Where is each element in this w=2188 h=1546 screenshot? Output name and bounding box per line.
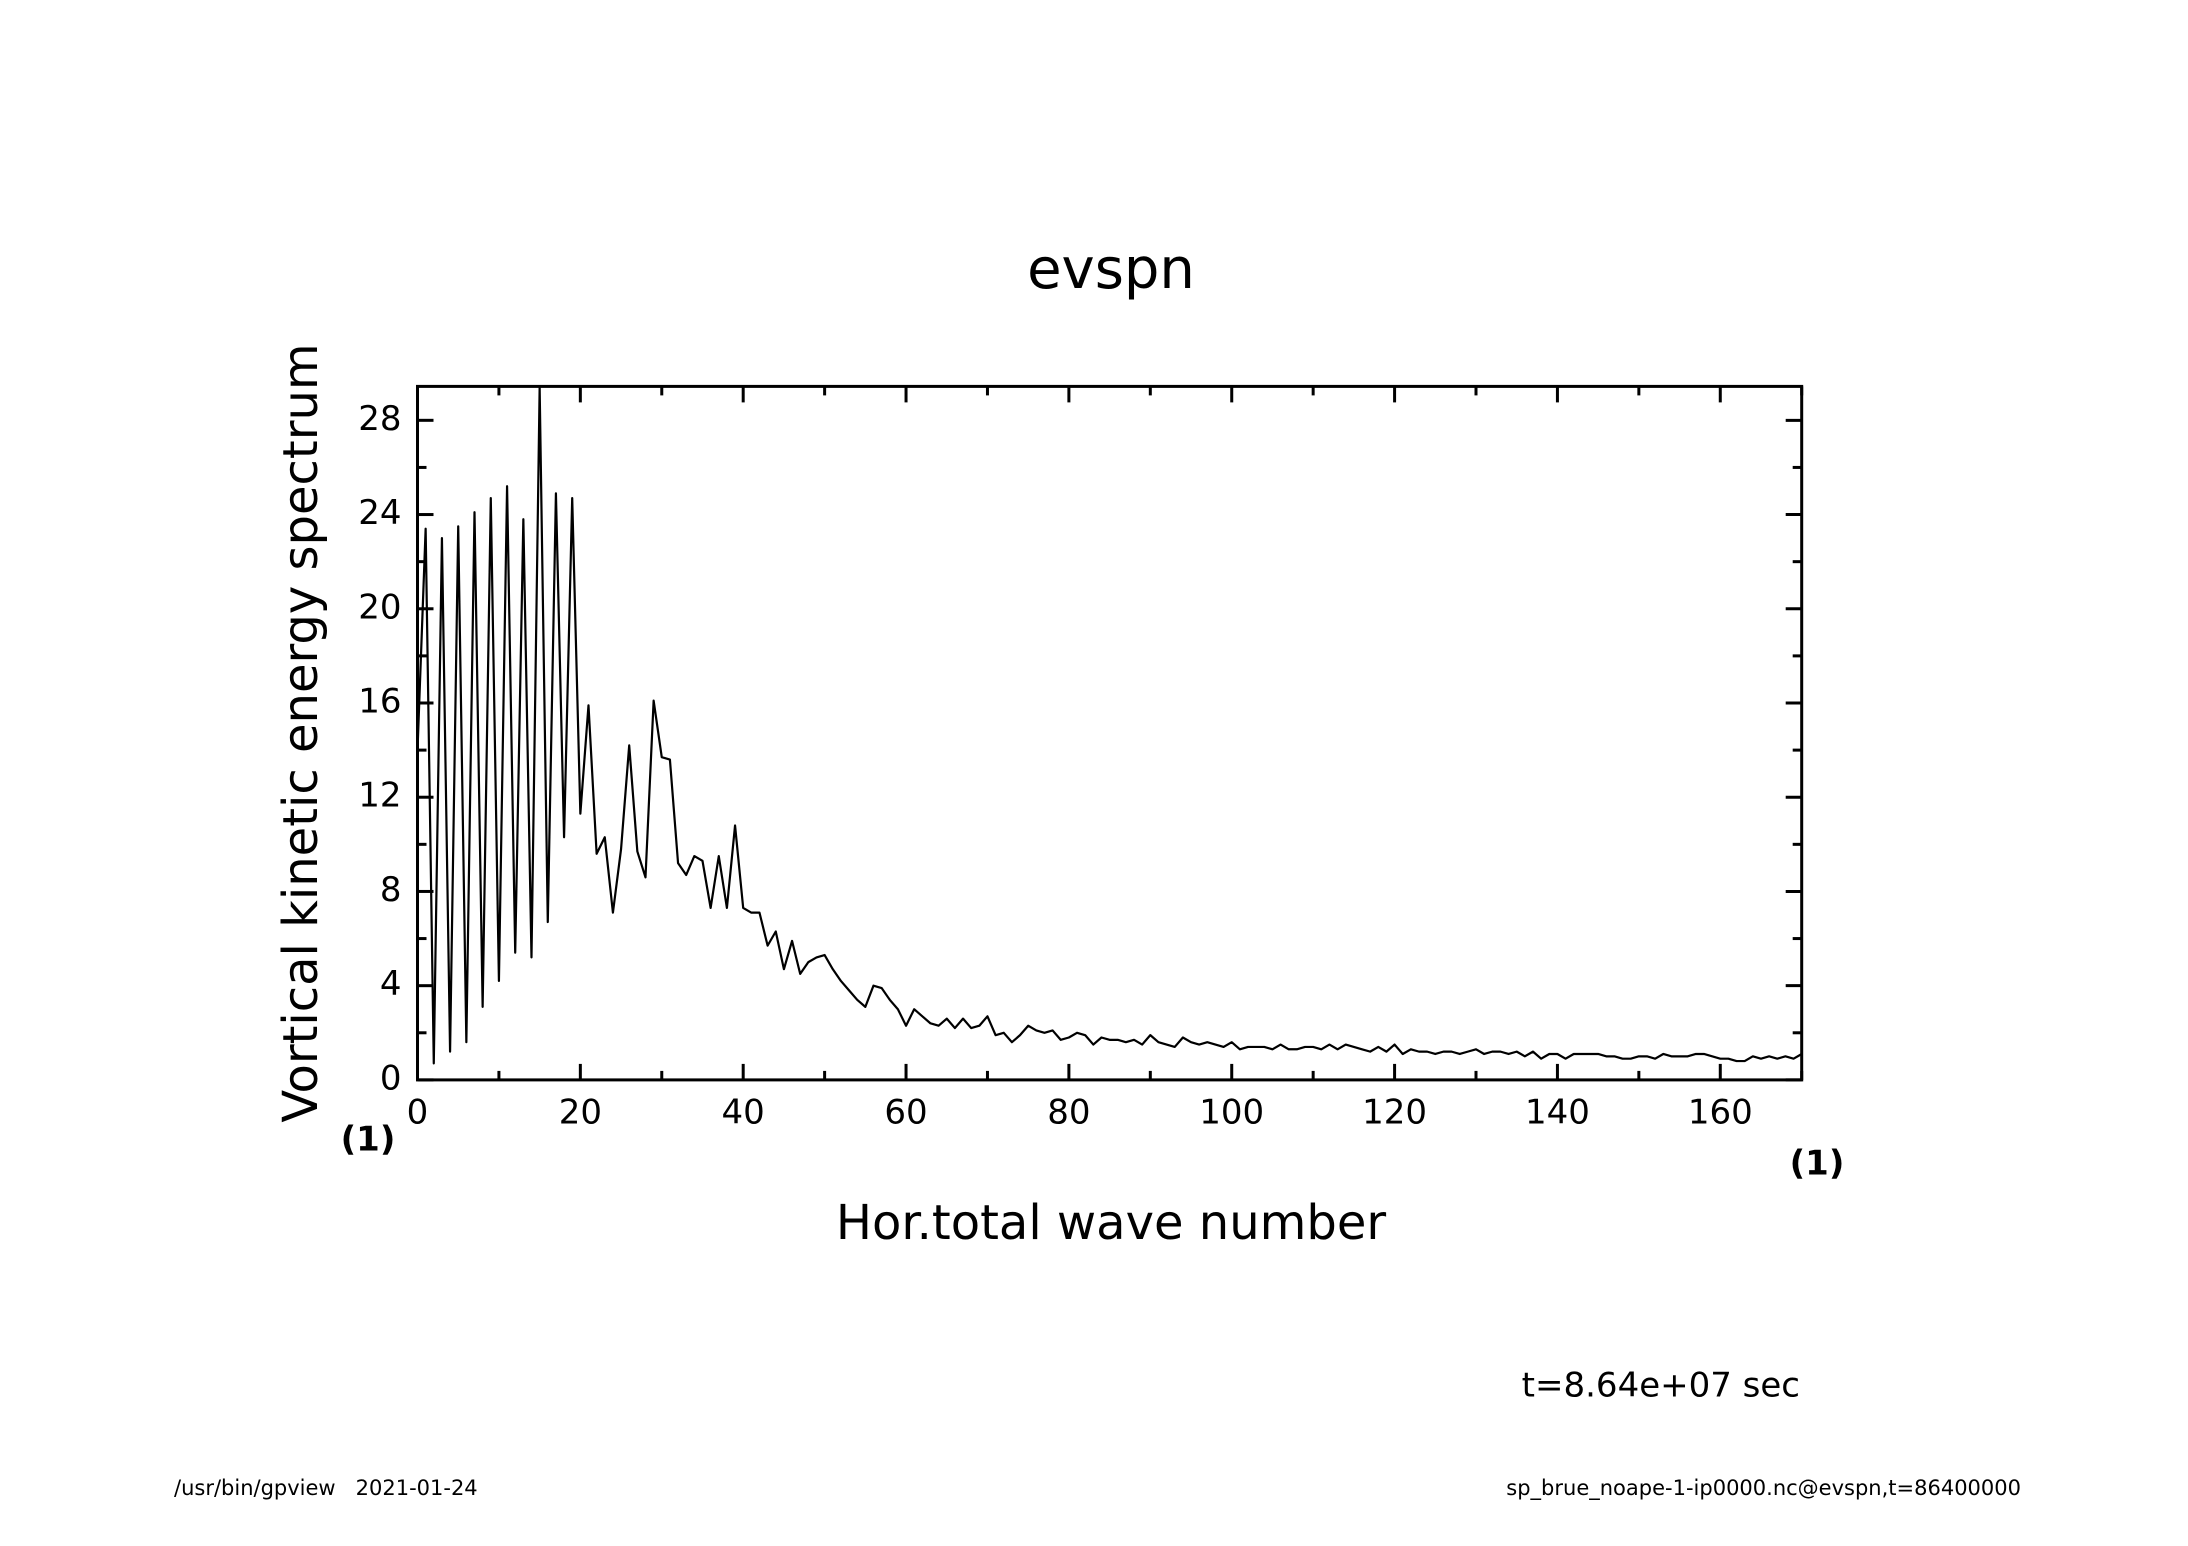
y-tick-label: 0 <box>380 1058 402 1098</box>
x-tick-label: 60 <box>884 1092 927 1132</box>
x-tick-label: 0 <box>407 1092 429 1132</box>
plot-frame <box>416 384 1804 1082</box>
x-tick-label: 120 <box>1362 1092 1427 1132</box>
x-tick-label: 100 <box>1199 1092 1264 1132</box>
y-unit: (1) <box>341 1120 396 1160</box>
footer-left: /usr/bin/gpview 2021-01-24 <box>174 1476 478 1500</box>
x-tick-label: 40 <box>722 1092 765 1132</box>
x-unit: (1) <box>1790 1144 1845 1184</box>
y-tick-label: 16 <box>358 681 401 721</box>
x-tick-label: 80 <box>1047 1092 1090 1132</box>
y-axis-label: Vortical kinetic energy spectrum <box>273 343 329 1122</box>
x-tick-label: 140 <box>1525 1092 1590 1132</box>
y-tick-label: 20 <box>358 587 401 627</box>
footer-right: sp_brue_noape-1-ip0000.nc@evspn,t=864000… <box>1506 1476 2021 1501</box>
y-tick-label: 12 <box>358 776 401 816</box>
x-tick-label: 20 <box>559 1092 602 1132</box>
y-tick-label: 24 <box>358 493 401 533</box>
y-tick-label: 28 <box>358 399 401 439</box>
x-tick-label: 160 <box>1688 1092 1753 1132</box>
chart-title: evspn <box>1027 237 1195 302</box>
y-tick-label: 8 <box>380 870 402 910</box>
y-tick-label: 4 <box>380 964 402 1004</box>
data-line <box>416 386 1803 1065</box>
time-label: t=8.64e+07 sec <box>1522 1366 1800 1406</box>
x-axis-label: Hor.total wave number <box>836 1195 1387 1251</box>
